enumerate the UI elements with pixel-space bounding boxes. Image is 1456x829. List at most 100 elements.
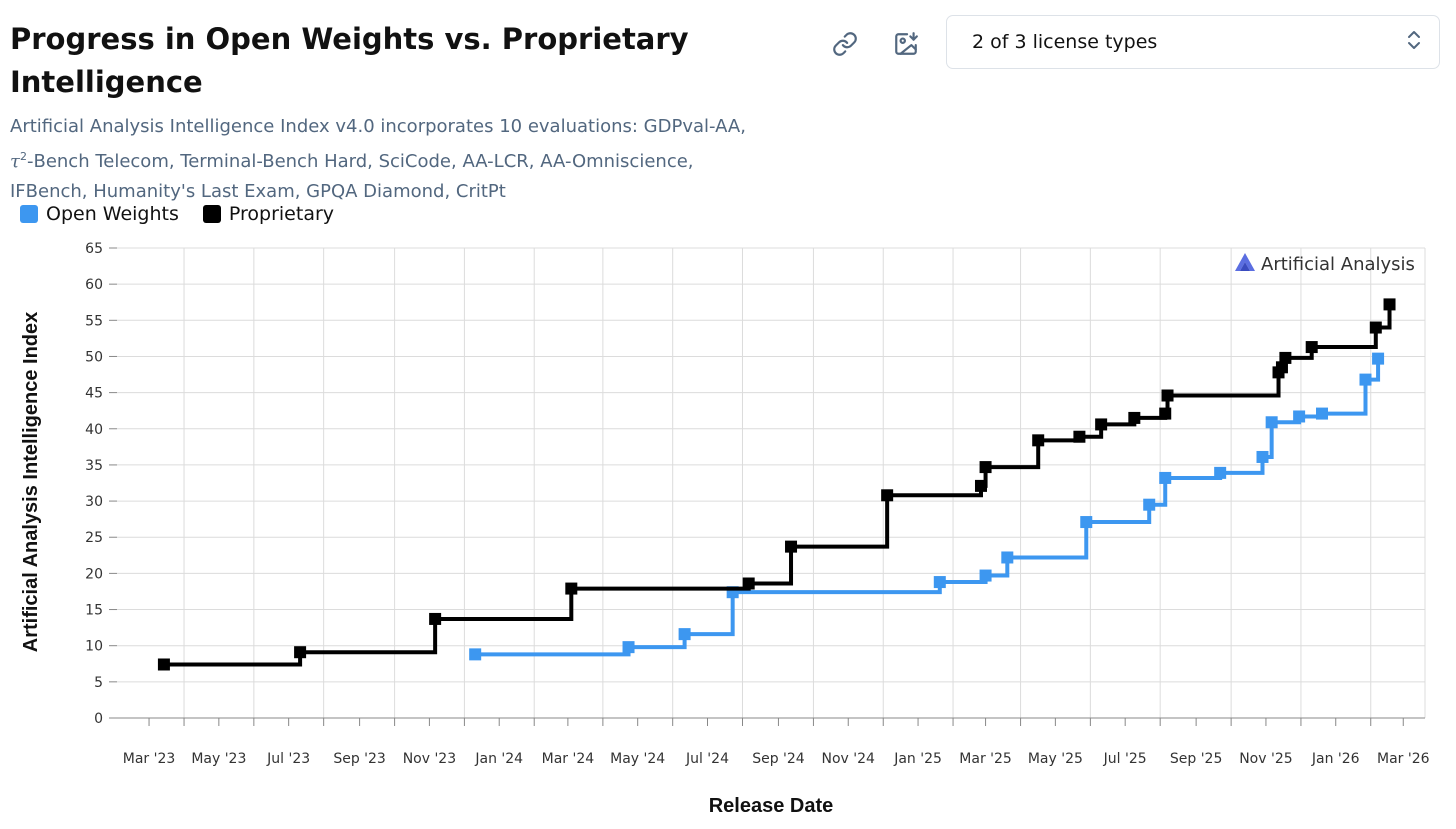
x-tick-label: Mar '25 (959, 751, 1012, 767)
x-tick-label: Sep '23 (333, 751, 386, 767)
x-tick-label: May '24 (610, 751, 665, 767)
data-point-proprietary[interactable] (1159, 407, 1172, 420)
x-tick-label: Jan '25 (893, 751, 942, 767)
data-point-proprietary[interactable] (157, 658, 170, 671)
copy-link-button[interactable] (828, 27, 862, 61)
data-point-open-weights[interactable] (1214, 466, 1227, 479)
data-point-proprietary[interactable] (881, 489, 894, 502)
data-point-open-weights[interactable] (678, 628, 691, 641)
x-tick-label: Mar '23 (123, 751, 176, 767)
x-tick-label: Sep '24 (752, 751, 805, 767)
legend-swatch-open-weights (20, 205, 38, 223)
data-point-proprietary[interactable] (974, 479, 987, 492)
data-point-open-weights[interactable] (469, 648, 482, 661)
image-download-icon (893, 31, 919, 57)
data-point-proprietary[interactable] (1383, 298, 1396, 311)
data-point-proprietary[interactable] (979, 461, 992, 474)
y-tick-label: 15 (85, 603, 103, 619)
data-point-proprietary[interactable] (785, 540, 798, 553)
license-type-select[interactable]: 2 of 3 license types (946, 15, 1440, 69)
subtitle-line-1: Artificial Analysis Intelligence Index v… (10, 116, 746, 137)
y-tick-label: 40 (85, 422, 103, 438)
x-tick-label: Nov '23 (403, 751, 456, 767)
x-tick-label: Nov '24 (822, 751, 876, 767)
series-layer (157, 298, 1396, 671)
chart-subtitle: Artificial Analysis Intelligence Index v… (10, 112, 800, 207)
y-tick-label: 60 (85, 277, 103, 293)
data-point-proprietary[interactable] (1073, 430, 1086, 443)
data-point-proprietary[interactable] (565, 582, 578, 595)
data-point-proprietary[interactable] (1279, 351, 1292, 364)
y-tick-label: 20 (85, 566, 103, 582)
license-type-value: 2 of 3 license types (972, 31, 1158, 53)
data-point-open-weights[interactable] (1080, 516, 1093, 529)
data-point-proprietary[interactable] (1305, 341, 1318, 354)
data-point-open-weights[interactable] (1265, 416, 1278, 429)
brand-watermark: Artificial Analysis (1234, 252, 1415, 277)
y-tick-label: 45 (85, 386, 103, 402)
data-point-open-weights[interactable] (1359, 373, 1372, 386)
data-point-open-weights[interactable] (933, 576, 946, 589)
data-point-proprietary[interactable] (742, 577, 755, 590)
x-tick-label: Jan '24 (474, 751, 523, 767)
x-tick-label: Jan '26 (1311, 751, 1360, 767)
data-point-open-weights[interactable] (1001, 551, 1014, 564)
chevron-up-down-icon (1405, 28, 1423, 57)
y-tick-label: 55 (85, 313, 103, 329)
chart-title: Progress in Open Weights vs. Proprietary… (10, 22, 689, 99)
data-point-open-weights[interactable] (979, 569, 992, 582)
data-point-proprietary[interactable] (1369, 321, 1382, 334)
y-tick-label: 5 (94, 675, 103, 691)
x-tick-label: Mar '24 (542, 751, 595, 767)
tau-superscript: 2 (19, 150, 27, 163)
legend-item-proprietary[interactable]: Proprietary (202, 203, 335, 225)
data-point-proprietary[interactable] (1161, 389, 1174, 402)
data-point-proprietary[interactable] (1275, 361, 1288, 374)
data-point-proprietary[interactable] (1095, 418, 1108, 431)
y-tick-label: 30 (85, 494, 103, 510)
x-tick-label: Nov '25 (1239, 751, 1292, 767)
legend-swatch-proprietary (202, 205, 221, 223)
data-point-open-weights[interactable] (1256, 450, 1269, 463)
data-point-open-weights[interactable] (1372, 352, 1385, 365)
data-point-open-weights[interactable] (1316, 407, 1329, 420)
y-tick-label: 25 (85, 530, 103, 546)
x-tick-label: Jul '25 (1103, 751, 1147, 767)
legend-label-proprietary: Proprietary (228, 203, 335, 225)
tau-symbol: τ (10, 151, 20, 172)
data-point-open-weights[interactable] (1293, 410, 1306, 423)
chart-legend: Open Weights Proprietary (20, 203, 334, 225)
x-tick-label: Mar '26 (1377, 751, 1430, 767)
x-tick-label: Jul '23 (266, 751, 310, 767)
link-icon (832, 31, 858, 57)
subtitle-line-3: IFBench, Humanity's Last Exam, GPQA Diam… (10, 181, 506, 202)
x-axis-title: Release Date (709, 795, 834, 817)
y-tick-label: 65 (85, 241, 103, 257)
download-image-button[interactable] (889, 27, 923, 61)
data-point-proprietary[interactable] (429, 612, 442, 625)
y-tick-label: 10 (85, 639, 103, 655)
grid-layer (117, 247, 1426, 719)
x-tick-label: Sep '25 (1170, 751, 1223, 767)
legend-label-open-weights: Open Weights (46, 203, 179, 225)
data-point-open-weights[interactable] (622, 641, 635, 654)
x-tick-label: Jul '24 (685, 751, 729, 767)
data-point-open-weights[interactable] (1143, 498, 1156, 511)
series-line-proprietary (163, 304, 1392, 667)
data-point-open-weights[interactable] (1159, 471, 1172, 484)
y-tick-label: 0 (94, 711, 103, 727)
x-tick-label: May '23 (191, 751, 246, 767)
axes-layer: 0 5 10 15 20 25 30 35 40 45 50 55 60 65 Mar '23 May '23… (85, 241, 1429, 767)
data-point-proprietary[interactable] (1032, 434, 1045, 447)
data-point-proprietary[interactable] (1128, 411, 1141, 424)
subtitle-line-2: -Bench Telecom, Terminal-Bench Hard, Sci… (26, 151, 694, 172)
y-tick-label: 50 (85, 349, 103, 365)
data-point-proprietary[interactable] (294, 646, 307, 659)
y-tick-label: 35 (85, 458, 103, 474)
watermark-text: Artificial Analysis (1261, 254, 1415, 275)
artificial-analysis-logo-icon (1234, 252, 1256, 277)
chart-header: Progress in Open Weights vs. Proprietary… (10, 18, 810, 207)
x-tick-label: May '25 (1028, 751, 1083, 767)
legend-item-open-weights[interactable]: Open Weights (20, 203, 179, 225)
